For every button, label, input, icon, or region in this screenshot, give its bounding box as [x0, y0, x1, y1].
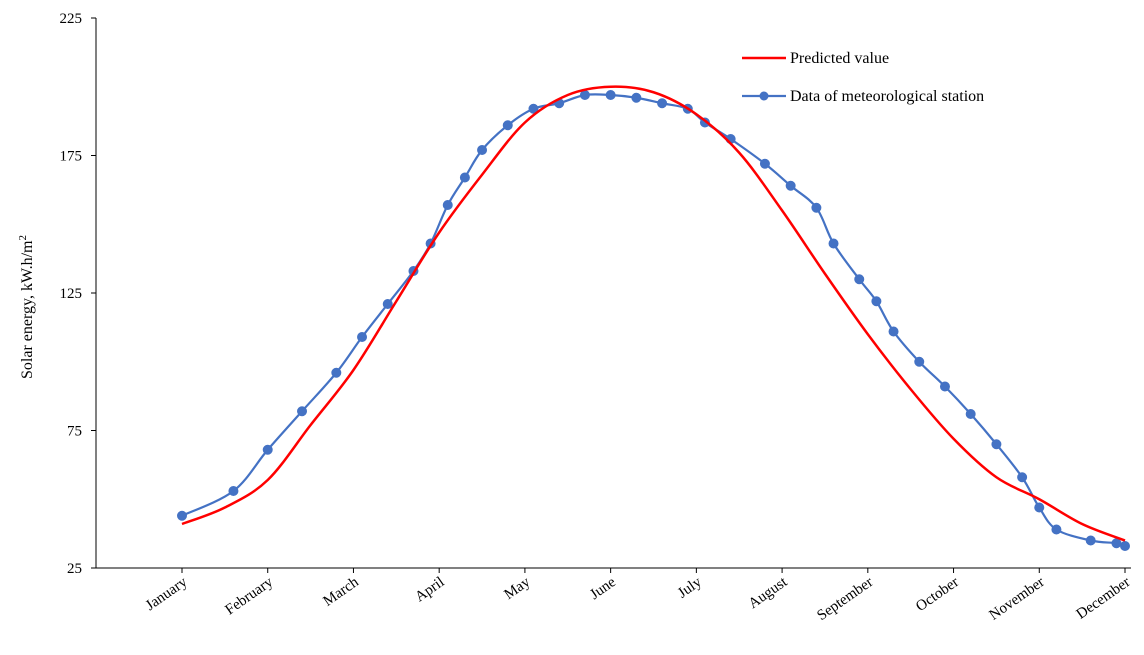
legend: Predicted value Data of meteorological st… [742, 50, 984, 105]
y-tick-label: 175 [60, 149, 83, 165]
data-point [579, 90, 590, 100]
data-point [1120, 541, 1130, 551]
series-line-predicted [181, 85, 1126, 542]
x-tick-label: August [746, 574, 791, 612]
data-point [991, 439, 1002, 450]
legend-label: Predicted value [790, 50, 889, 67]
y-tick-label: 25 [67, 561, 82, 577]
x-tick-label: September [814, 574, 876, 624]
y-axis-label-text: Solar energy, kW.h/m [19, 240, 36, 379]
series-layer [177, 85, 1130, 551]
x-tick-label: March [320, 574, 362, 610]
x-tick-labels: January February March April May June July Augu… [143, 574, 1133, 624]
x-tick-label: July [675, 574, 705, 602]
data-point [1111, 538, 1122, 549]
series-line-station [181, 93, 1126, 548]
data-point [854, 274, 865, 285]
data-point [759, 158, 770, 169]
data-point [1085, 535, 1096, 546]
data-point [1051, 524, 1062, 535]
y-axis-label-superscript: 2 [17, 235, 29, 241]
data-point [871, 296, 882, 307]
data-point [631, 92, 642, 103]
data-point [528, 103, 539, 114]
x-tick-label: January [143, 574, 191, 614]
data-point [442, 200, 453, 210]
x-tick-label: November [987, 574, 1048, 623]
axes [91, 17, 1131, 573]
data-point [459, 172, 470, 183]
x-tick-label: February [222, 574, 276, 618]
data-point [1034, 502, 1045, 513]
y-tick-label: 75 [67, 424, 82, 440]
data-point [657, 98, 668, 109]
data-point [502, 120, 513, 131]
data-point [1017, 472, 1028, 483]
data-point [811, 202, 822, 213]
y-tick-labels: 25 75 125 175 225 [60, 11, 83, 577]
data-point [888, 326, 899, 337]
data-point [785, 180, 796, 191]
x-tick-label: December [1074, 574, 1134, 622]
x-tick-label: April [412, 574, 447, 605]
y-tick-label: 225 [60, 11, 83, 27]
legend-marker [759, 91, 769, 101]
data-point [939, 381, 950, 392]
y-tick-label: 125 [60, 286, 83, 302]
data-point [357, 332, 368, 342]
data-point [262, 444, 273, 455]
data-point [228, 486, 239, 496]
data-point [177, 510, 187, 521]
legend-label: Data of meteorological station [790, 88, 984, 105]
data-point [914, 356, 925, 367]
y-axis-label: Solar energy, kW.h/m2 [17, 235, 36, 379]
data-point [297, 406, 308, 417]
data-point [605, 90, 616, 100]
x-tick-label: October [913, 574, 962, 615]
x-tick-label: May [501, 574, 533, 603]
data-point [331, 367, 342, 378]
data-point [828, 238, 839, 249]
data-point [965, 409, 976, 419]
x-tick-label: June [587, 574, 619, 603]
data-point [382, 299, 393, 309]
data-point [477, 145, 488, 155]
